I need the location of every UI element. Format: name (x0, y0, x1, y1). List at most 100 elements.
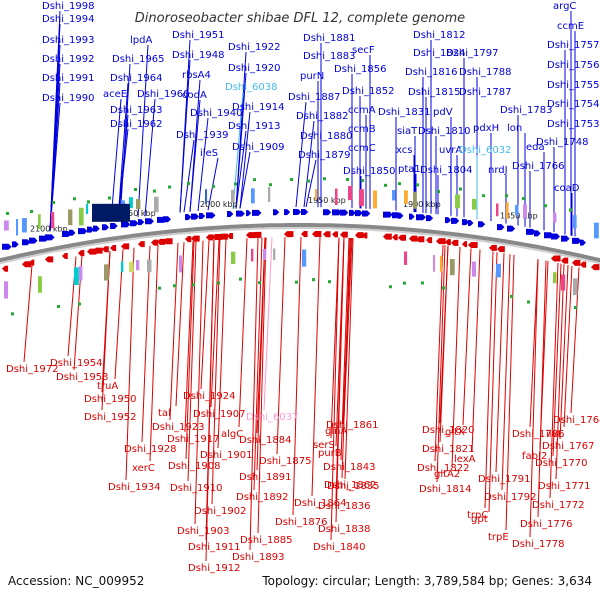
reverse-gene (409, 235, 418, 242)
gene-label-bottom: Dshi_1924 (183, 391, 235, 402)
gene-label-bottom: Dshi_1835 (327, 481, 379, 492)
feature-block (404, 251, 408, 265)
reverse-gene (62, 253, 68, 260)
gene-label-top: ccmC (348, 143, 376, 154)
gene-leader-bottom (549, 262, 559, 499)
gene-leader-top (235, 72, 247, 209)
gene-leader-top (189, 99, 201, 212)
gene-leader-bottom (488, 252, 498, 513)
gene-label-top: Dshi_1879 (298, 150, 350, 161)
gene-label-bottom: Dshi_1912 (188, 563, 240, 574)
feature-block (79, 266, 83, 281)
forward-gene (2, 243, 12, 250)
gene-leader-top (239, 151, 251, 209)
gene-label-top: lon (507, 123, 522, 134)
gene-leader-bottom (187, 241, 197, 482)
feature-block (273, 248, 276, 261)
forward-gene (138, 219, 145, 226)
gene-leader-bottom (436, 245, 446, 483)
gene-label-bottom: Dshi_1814 (419, 484, 471, 495)
forward-gene (534, 230, 541, 237)
gene-label-bottom: Dshi_1928 (124, 444, 176, 455)
forward-gene (22, 239, 31, 246)
reverse-gene (451, 239, 459, 246)
feature-block (515, 204, 519, 215)
gene-label-top: Dshi_1788 (459, 67, 511, 78)
gene-leader-top (144, 98, 156, 217)
gene-label-top: Dshi_1964 (110, 73, 162, 84)
gene-label-top: ileS (200, 148, 218, 159)
gene-label-top: rbsA4 (182, 70, 211, 81)
reverse-gene (246, 232, 256, 239)
gene-label-bottom: Dshi_1822 (417, 463, 469, 474)
gene-leader-top (110, 98, 122, 221)
reverse-gene (110, 245, 117, 252)
gene-label-top: eda (526, 142, 545, 153)
gene-leader-bottom (484, 251, 494, 509)
gene-label-bottom: Dshi_1908 (168, 461, 220, 472)
gene-leader-bottom (205, 239, 215, 562)
forward-gene (451, 217, 460, 224)
gene-label-top: Dshi_1856 (334, 64, 386, 75)
forward-gene (12, 241, 19, 248)
gene-label-bottom: Dshi_1893 (232, 552, 284, 563)
gene-leader-top (232, 91, 244, 209)
gene-label-bottom: Dshi_1891 (239, 472, 291, 483)
gene-label-bottom: Dshi_1875 (259, 456, 311, 467)
gene-label-bottom: Dshi_1907 (193, 409, 245, 420)
reverse-gene (29, 259, 35, 266)
forward-gene (507, 225, 516, 232)
feature-block (472, 261, 477, 277)
gene-leader-bottom (249, 237, 259, 551)
reverse-gene (497, 246, 505, 253)
gene-leader-bottom (537, 260, 547, 518)
gene-label-bottom: gpt (471, 514, 488, 525)
feature-block (359, 189, 364, 206)
gene-label-bottom: Dshi_1885 (240, 535, 292, 546)
gene-leader-bottom (439, 245, 449, 443)
gene-label-bottom: fabI2 (522, 451, 547, 462)
marker (482, 194, 485, 198)
gene-label-top: Dshi_1880 (300, 131, 352, 142)
gene-label-bottom: Dshi_1972 (6, 364, 58, 375)
scale-label: 2000 kbp (200, 200, 238, 209)
forward-gene (69, 229, 76, 236)
gene-label-top: Dshi_1939 (176, 130, 228, 141)
gene-label-top: Dshi_1913 (228, 121, 280, 132)
reverse-gene (45, 256, 54, 263)
reverse-gene (157, 238, 166, 245)
forward-gene (87, 226, 95, 233)
feature-block (523, 204, 527, 219)
gene-label-top: secF (352, 45, 375, 56)
reverse-gene (332, 231, 338, 238)
forward-gene (355, 210, 363, 217)
genome-backbone (0, 223, 600, 263)
gene-leader-top (49, 102, 61, 232)
gene-label-top: Dshi_1757 (547, 40, 599, 51)
gene-label-bottom: Dshi_1934 (108, 482, 160, 493)
gene-leader-bottom (194, 240, 204, 525)
gene-label-top: Dshi_1754 (547, 99, 599, 110)
marker (57, 305, 60, 309)
marker (87, 200, 90, 204)
gene-leader-bottom (570, 267, 580, 414)
feature-block (205, 189, 208, 204)
marker (73, 197, 76, 201)
forward-gene (323, 209, 332, 216)
gene-label-top: Dshi_1816 (405, 67, 457, 78)
forward-gene (478, 221, 486, 228)
gene-label-top: Dshi_1756 (547, 60, 599, 71)
feature-block (496, 203, 499, 217)
gene-leader-top (305, 159, 317, 208)
gene-label-top: Dshi_1850 (343, 166, 395, 177)
feature-block (472, 198, 477, 210)
gene-leader-bottom (257, 237, 267, 534)
gene-leader-bottom (175, 242, 185, 407)
gene-label-bottom: Dshi_1902 (194, 506, 246, 517)
gene-leader-top (197, 117, 209, 212)
gene-leader-bottom (563, 265, 573, 428)
gene-label-bottom: Dshi_1950 (84, 394, 136, 405)
reverse-gene (355, 232, 364, 239)
gene-label-bottom: Dshi_1767 (542, 441, 594, 452)
forward-gene (29, 237, 38, 244)
